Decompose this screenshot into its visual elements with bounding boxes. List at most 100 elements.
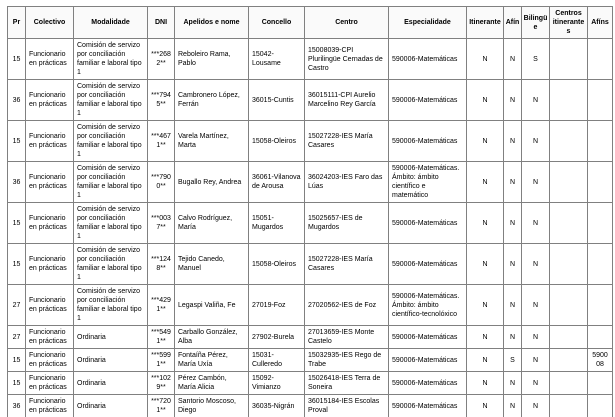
cell-centro: 15027228-IES María Casares <box>304 243 389 285</box>
cell-pr: 15 <box>7 202 26 244</box>
cell-afins <box>587 284 613 326</box>
cell-afin: N <box>503 371 522 395</box>
cell-bilingue: N <box>521 79 550 121</box>
cell-afin: S <box>503 348 522 372</box>
cell-itinerante: N <box>466 371 504 395</box>
cell-nome: Pérez Cambón, María Alicia <box>174 371 249 395</box>
cell-concello: 15092-Vimianzo <box>248 371 305 395</box>
cell-afin: N <box>503 161 522 203</box>
cell-nome: Varela Martínez, Marta <box>174 120 249 162</box>
cell-pr: 15 <box>7 348 26 372</box>
cell-especialidade: 590006-Matemáticas. Ámbito: ámbito cient… <box>388 284 467 326</box>
cell-pr: 36 <box>7 79 26 121</box>
table-row: 15 Funcionario en prácticas Ordinaria ***59… <box>7 348 613 372</box>
cell-itinerante: N <box>466 284 504 326</box>
cell-dni: ***7945** <box>147 79 175 121</box>
cell-dni: ***1029** <box>147 371 175 395</box>
cell-concello: 15058-Oleiros <box>248 120 305 162</box>
cell-colectivo: Funcionario en prácticas <box>25 348 74 372</box>
cell-centros_itinerantes <box>549 38 588 80</box>
cell-nome: Fontaíña Pérez, María Uxía <box>174 348 249 372</box>
cell-colectivo: Funcionario en prácticas <box>25 325 74 349</box>
cell-concello: 15051-Mugardos <box>248 202 305 244</box>
cell-especialidade: 590006-Matemáticas <box>388 371 467 395</box>
cell-centros_itinerantes <box>549 348 588 372</box>
cell-concello: 27902-Burela <box>248 325 305 349</box>
cell-modalidade: Comisión de servizo por conciliación fam… <box>73 120 148 162</box>
cell-centros_itinerantes <box>549 79 588 121</box>
cell-pr: 15 <box>7 120 26 162</box>
cell-modalidade: Comisión de servizo por conciliación fam… <box>73 79 148 121</box>
cell-especialidade: 590006-Matemáticas <box>388 79 467 121</box>
cell-afins <box>587 243 613 285</box>
cell-centros_itinerantes <box>549 394 588 417</box>
cell-afins <box>587 325 613 349</box>
cell-nome: Tejido Canedo, Manuel <box>174 243 249 285</box>
table-row: 36 Funcionario en prácticas Ordinaria ***72… <box>7 394 613 417</box>
cell-itinerante: N <box>466 325 504 349</box>
cell-centros_itinerantes <box>549 161 588 203</box>
cell-afin: N <box>503 38 522 80</box>
cell-especialidade: 590006-Matemáticas <box>388 325 467 349</box>
cell-nome: Santorio Moscoso, Diego <box>174 394 249 417</box>
cell-modalidade: Comisión de servizo por conciliación fam… <box>73 243 148 285</box>
cell-especialidade: 590006-Matemáticas <box>388 243 467 285</box>
cell-colectivo: Funcionario en prácticas <box>25 371 74 395</box>
cell-nome: Legaspi Valiña, Fe <box>174 284 249 326</box>
cell-nome: Bugallo Rey, Andrea <box>174 161 249 203</box>
cell-bilingue: N <box>521 394 550 417</box>
column-header-centro: Centro <box>304 6 389 39</box>
column-header-bilingue: Bilingüe <box>521 6 550 39</box>
cell-colectivo: Funcionario en prácticas <box>25 202 74 244</box>
cell-centro: 36015184-IES Escolas Proval <box>304 394 389 417</box>
cell-dni: ***0037** <box>147 202 175 244</box>
cell-afins <box>587 371 613 395</box>
cell-centros_itinerantes <box>549 371 588 395</box>
cell-modalidade: Ordinaria <box>73 371 148 395</box>
cell-bilingue: S <box>521 38 550 80</box>
column-header-concello: Concello <box>248 6 305 39</box>
cell-pr: 15 <box>7 243 26 285</box>
cell-nome: Carballo González, Alba <box>174 325 249 349</box>
cell-colectivo: Funcionario en prácticas <box>25 120 74 162</box>
cell-itinerante: N <box>466 79 504 121</box>
cell-itinerante: N <box>466 38 504 80</box>
cell-concello: 27019-Foz <box>248 284 305 326</box>
cell-afins <box>587 161 613 203</box>
table-row: 15 Funcionario en prácticas Ordinaria ***10… <box>7 371 613 395</box>
cell-colectivo: Funcionario en prácticas <box>25 394 74 417</box>
cell-concello: 36035-Nigrán <box>248 394 305 417</box>
column-header-dni: DNI <box>147 6 175 39</box>
cell-itinerante: N <box>466 348 504 372</box>
cell-especialidade: 590006-Matemáticas <box>388 348 467 372</box>
header-row: Pr Colectivo Modalidade DNI Apelidos e nome C… <box>7 6 613 39</box>
cell-afins: 590008 <box>587 348 613 372</box>
cell-modalidade: Comisión de servizo por conciliación fam… <box>73 38 148 80</box>
cell-concello: 15058-Oleiros <box>248 243 305 285</box>
cell-centro: 27013659-IES Monte Castelo <box>304 325 389 349</box>
cell-centros_itinerantes <box>549 243 588 285</box>
cell-afins <box>587 394 613 417</box>
column-header-modalidade: Modalidade <box>73 6 148 39</box>
table-row: 15 Funcionario en prácticas Comisión de se… <box>7 120 613 162</box>
table-row: 15 Funcionario en prácticas Comisión de se… <box>7 38 613 80</box>
cell-dni: ***4671** <box>147 120 175 162</box>
column-header-pr: Pr <box>7 6 26 39</box>
cell-especialidade: 590006-Matemáticas <box>388 38 467 80</box>
cell-bilingue: N <box>521 243 550 285</box>
cell-bilingue: N <box>521 325 550 349</box>
cell-itinerante: N <box>466 120 504 162</box>
cell-itinerante: N <box>466 243 504 285</box>
cell-nome: Calvo Rodríguez, María <box>174 202 249 244</box>
table-row: 27 Funcionario en prácticas Ordinaria ***54… <box>7 325 613 349</box>
cell-dni: ***5491** <box>147 325 175 349</box>
cell-centros_itinerantes <box>549 202 588 244</box>
cell-bilingue: N <box>521 161 550 203</box>
cell-afins <box>587 79 613 121</box>
cell-pr: 15 <box>7 371 26 395</box>
cell-especialidade: 590006-Matemáticas <box>388 202 467 244</box>
cell-concello: 15042-Lousame <box>248 38 305 80</box>
column-header-colectivo: Colectivo <box>25 6 74 39</box>
cell-pr: 27 <box>7 325 26 349</box>
